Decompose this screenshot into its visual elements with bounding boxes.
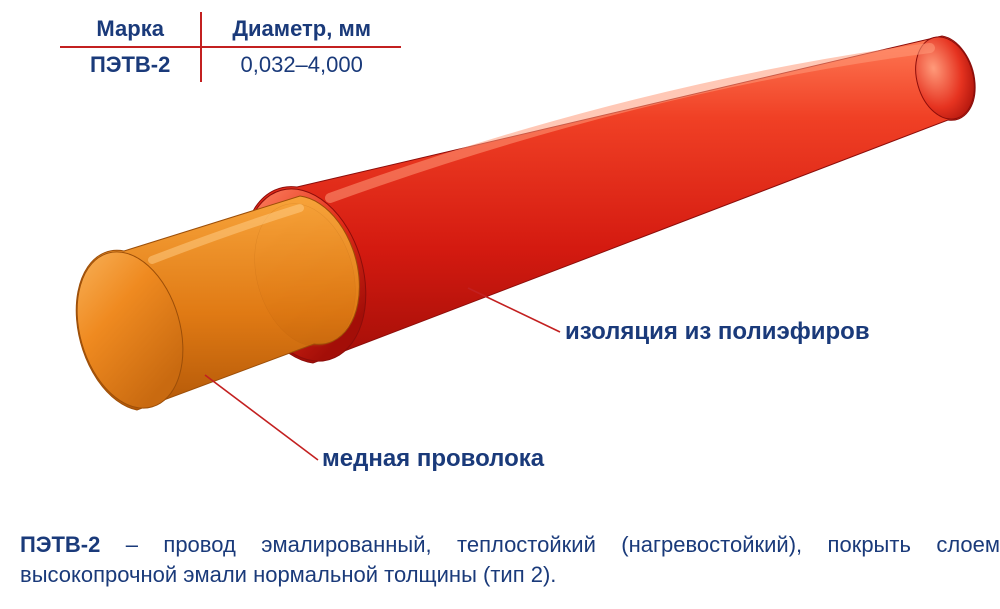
stage: Марка Диаметр, мм ПЭТВ-2 0,032–4,000 — [0, 0, 1000, 609]
copper-core — [60, 192, 371, 421]
label-insulation: изоляция из полиэфиров — [565, 318, 870, 346]
spec-table: Марка Диаметр, мм ПЭТВ-2 0,032–4,000 — [60, 12, 401, 82]
table-header-row: Марка Диаметр, мм — [60, 12, 401, 47]
col-diameter: Диаметр, мм — [201, 12, 401, 47]
col-brand: Марка — [60, 12, 201, 47]
wire-diagram — [0, 0, 1000, 609]
description-bold: ПЭТВ-2 — [20, 532, 100, 557]
table-row: ПЭТВ-2 0,032–4,000 — [60, 47, 401, 82]
cell-brand: ПЭТВ-2 — [60, 47, 201, 82]
cell-diameter: 0,032–4,000 — [201, 47, 401, 82]
description-text: – провод эмалированный, теплостойкий (на… — [20, 532, 1000, 587]
description: ПЭТВ-2 – провод эмалированный, теплостой… — [20, 530, 1000, 589]
label-copper: медная проволока — [322, 445, 544, 473]
leader-lines — [205, 288, 560, 460]
